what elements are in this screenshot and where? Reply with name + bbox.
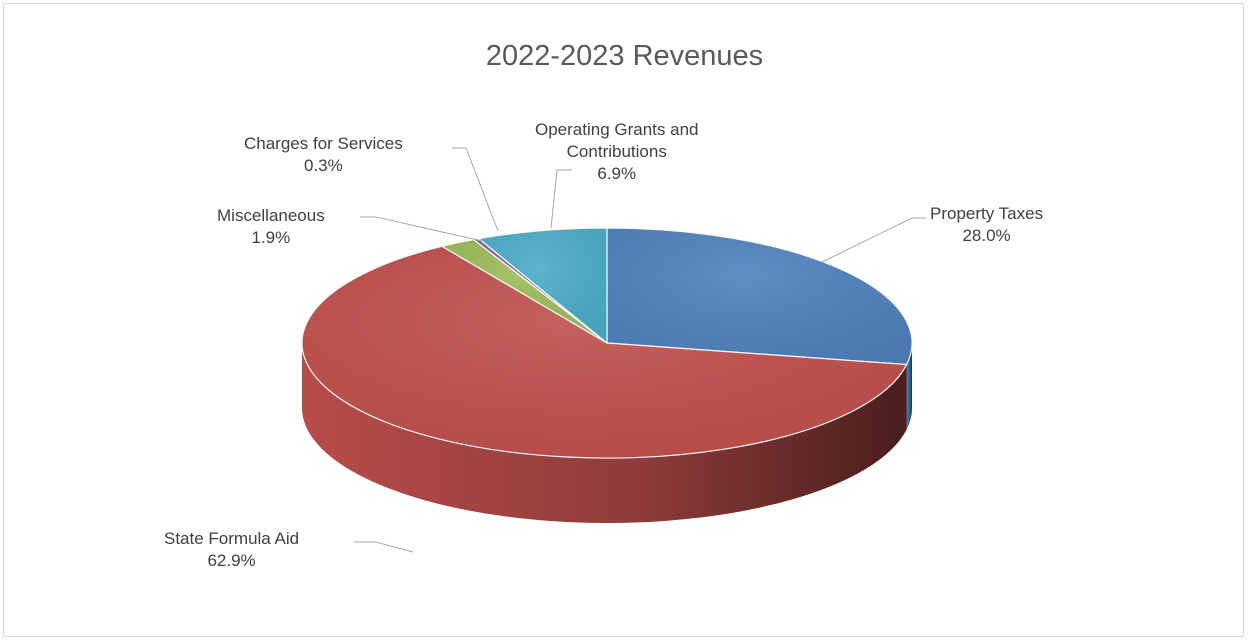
slice-value-label: 6.9% [597, 164, 637, 183]
slice-value-label: 0.3% [303, 156, 343, 175]
slice-state-formula-aid [301, 245, 908, 459]
leader-line-state-formula-aid [354, 541, 414, 553]
slice-name: Charges for Services [244, 134, 403, 153]
slice-property-taxes [606, 227, 913, 366]
slice-value-label: 1.9% [251, 228, 291, 247]
slice-side-property-taxes [906, 343, 912, 430]
slice-name: Miscellaneous [217, 206, 325, 225]
chart-frame: 2022-2023 Revenues Property Taxes 28.0% … [3, 3, 1244, 637]
pie-chart [301, 147, 926, 553]
slice-name: State Formula Aid [164, 529, 300, 548]
slice-label-property-taxes: Property Taxes 28.0% [930, 203, 1043, 247]
leader-line-charges-for-services [452, 147, 499, 232]
slice-label-miscellaneous: Miscellaneous 1.9% [217, 205, 325, 249]
slice-label-state-formula-aid: State Formula Aid 62.9% [164, 528, 299, 572]
slice-side-state-formula-aid [302, 343, 907, 523]
leader-line-operating-grants [550, 169, 572, 229]
slice-name: Property Taxes [930, 204, 1044, 223]
slice-operating-grants [478, 227, 608, 344]
slice-label-operating-grants: Operating Grants and Contributions 6.9% [535, 119, 698, 185]
slice-value-label: 62.9% [207, 551, 256, 570]
chart-title: 2022-2023 Revenues [485, 40, 764, 72]
slice-name-line-2: Contributions [566, 142, 667, 161]
leader-line-property-taxes [821, 217, 926, 263]
leader-line-miscellaneous [360, 216, 483, 242]
slice-label-charges-for-services: Charges for Services 0.3% [244, 133, 403, 177]
slice-value-label: 28.0% [962, 226, 1011, 245]
slice-name-line-1: Operating Grants and [535, 120, 699, 139]
